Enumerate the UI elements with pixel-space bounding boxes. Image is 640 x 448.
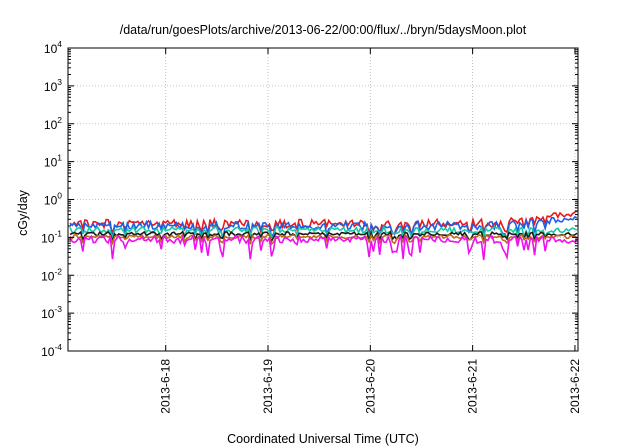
y-tick-label: 103: [44, 77, 62, 94]
chart-title: /data/run/goesPlots/archive/2013-06-22/0…: [120, 23, 527, 37]
grid: [68, 48, 578, 351]
y-tick-label: 100: [44, 191, 62, 208]
y-axis-label: cGy/day: [16, 189, 30, 236]
series-line: [69, 224, 578, 242]
x-tick-label: 2013-6-22: [568, 359, 582, 414]
y-axis: 10-4 10-3 10-2 10-1 100 101 102 103 104: [41, 39, 578, 359]
x-tick-label: 2013-6-21: [466, 359, 480, 414]
series-line: [69, 229, 578, 245]
x-tick-label: 2013-6-20: [363, 359, 377, 414]
x-tick-label: 2013-6-19: [261, 359, 275, 414]
x-axis-label: Coordinated Universal Time (UTC): [227, 432, 419, 446]
series-group: [69, 210, 578, 261]
y-tick-label: 10-1: [41, 228, 62, 245]
y-tick-label: 101: [44, 153, 62, 170]
series-line: [69, 215, 578, 241]
series-line: [69, 210, 578, 236]
y-tick-label: 102: [44, 115, 62, 132]
y-tick-label: 10-3: [41, 304, 62, 321]
x-axis: 2013-6-18 2013-6-19 2013-6-20 2013-6-21 2013…: [159, 48, 582, 414]
x-tick-label: 2013-6-18: [159, 359, 173, 414]
series-line: [69, 233, 578, 261]
y-tick-label: 10-2: [41, 266, 62, 283]
y-tick-label: 10-4: [41, 342, 62, 359]
y-tick-label: 104: [44, 39, 62, 56]
